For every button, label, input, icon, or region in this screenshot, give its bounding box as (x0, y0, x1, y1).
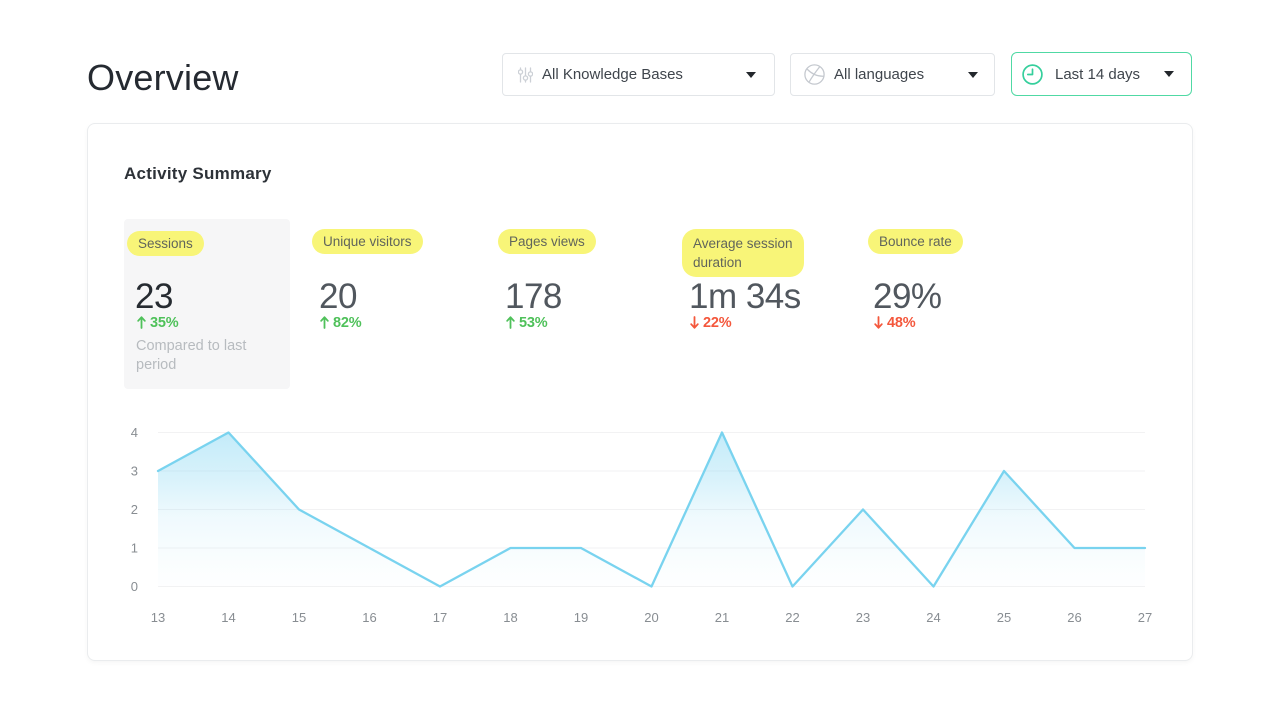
svg-text:24: 24 (926, 610, 940, 625)
svg-text:21: 21 (715, 610, 729, 625)
svg-text:25: 25 (997, 610, 1011, 625)
svg-text:13: 13 (151, 610, 165, 625)
svg-text:1: 1 (131, 541, 138, 556)
svg-text:0: 0 (131, 579, 138, 594)
svg-text:23: 23 (856, 610, 870, 625)
svg-text:15: 15 (292, 610, 306, 625)
svg-text:2: 2 (131, 502, 138, 517)
svg-text:4: 4 (131, 425, 138, 440)
svg-text:16: 16 (362, 610, 376, 625)
svg-text:3: 3 (131, 464, 138, 479)
svg-text:20: 20 (644, 610, 658, 625)
svg-text:14: 14 (221, 610, 235, 625)
svg-text:17: 17 (433, 610, 447, 625)
svg-text:27: 27 (1138, 610, 1152, 625)
svg-text:26: 26 (1067, 610, 1081, 625)
svg-text:18: 18 (503, 610, 517, 625)
svg-text:22: 22 (785, 610, 799, 625)
svg-text:19: 19 (574, 610, 588, 625)
